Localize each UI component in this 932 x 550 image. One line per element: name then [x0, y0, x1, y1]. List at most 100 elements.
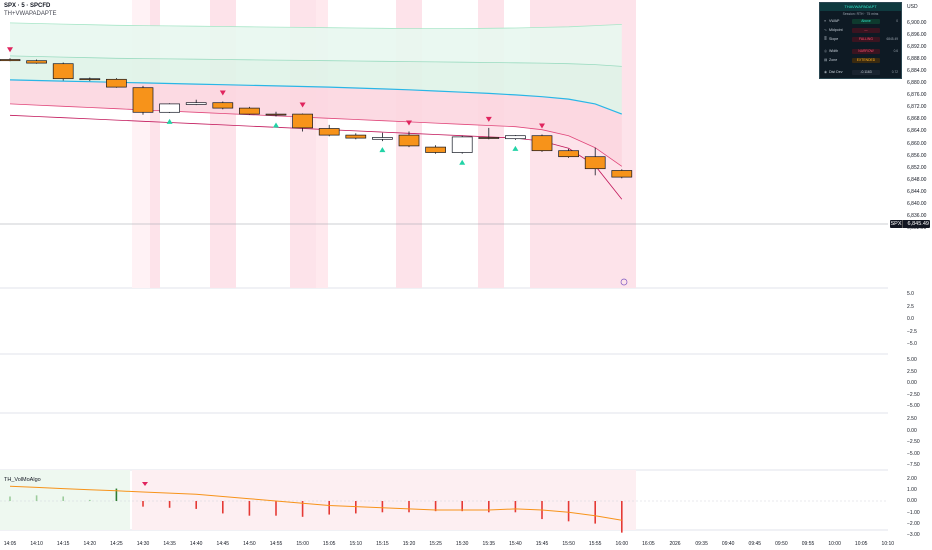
currency-label: USD: [907, 4, 918, 10]
upper-outer-line: [9, 22, 622, 29]
price-axis-label: 6,880.00: [907, 80, 927, 87]
time-axis-label: 14:35: [163, 541, 176, 547]
lower-band-line: [9, 103, 623, 167]
dashboard-row: ▤ Zone EXTENDED: [820, 56, 901, 65]
dashboard-row-extra: 0: [896, 19, 898, 23]
dashboard-row-label: Zone: [828, 58, 838, 62]
time-axis-label: 15:15: [376, 541, 389, 547]
time-axis-label: 10:00: [828, 541, 841, 547]
indicator-axis-label: 0.0: [907, 316, 914, 322]
time-axis-label: 14:30: [136, 541, 150, 547]
buy-signal-marker: [459, 159, 466, 165]
indicator-axis-label: −2.50: [907, 439, 920, 445]
dashboard-row-value: Above: [852, 19, 880, 24]
session-zone: [150, 0, 160, 288]
price-axis-label: 6,848.00: [907, 176, 927, 183]
candle: [26, 60, 47, 64]
sell-signal-marker: [485, 116, 492, 122]
time-axis-label: 15:00: [296, 541, 309, 547]
indicator-legend[interactable]: TH+VWAPADAPTE: [4, 11, 57, 17]
time-axis-label: 14:40: [189, 541, 203, 547]
price-axis-label: 6,844.00: [907, 188, 927, 195]
dashboard-title: THAVWAPADAPT: [820, 3, 901, 11]
sell-signal-marker: [406, 120, 412, 126]
candle: [558, 150, 579, 158]
time-axis-label: 15:40: [509, 541, 522, 547]
indicator-axis-label: −3.00: [907, 532, 920, 538]
candle: [584, 156, 606, 170]
time-axis-label: 14:05: [3, 541, 17, 547]
candle: [185, 102, 207, 105]
indicator-axis-label: −2.5: [907, 328, 917, 335]
dashboard-row-icon: ∿: [824, 28, 828, 32]
time-axis-label: 16:00: [615, 541, 629, 547]
candle: [106, 78, 127, 88]
volmo-zone: [0, 470, 130, 530]
time-axis-label: 16:05: [642, 541, 655, 547]
indicator-axis-label: −5.00: [907, 450, 920, 457]
price-axis-label: 6,868.00: [907, 116, 927, 123]
dashboard-row: ∿ Midpoint —: [820, 26, 901, 35]
indicator-axis-label: −7.50: [907, 462, 920, 468]
candle: [79, 78, 101, 81]
dashboard-row-icon: ◎: [824, 49, 828, 53]
dashboard-row-value: —: [852, 28, 880, 33]
dashboard-row: ◎ Width NARROW 0.6: [820, 47, 901, 56]
time-axis-label: 14:15: [56, 541, 70, 547]
price-axis-label: 6,836.00: [907, 212, 927, 219]
price-axis-label: 6,888.00: [907, 56, 927, 63]
volmo-signal-line: [9, 485, 622, 521]
dashboard-row: ◉ Dist Dev -0.1163 0.72: [820, 68, 901, 77]
dashboard-row-label: Width: [828, 49, 839, 53]
time-axis-label: 09:55: [801, 541, 815, 547]
indicator-axis-label: 2.00: [907, 476, 917, 482]
time-axis-label: 14:20: [83, 541, 97, 547]
sell-signal-marker: [539, 123, 545, 129]
dashboard-row-label: Slope: [828, 37, 839, 41]
buy-signal-marker: [273, 122, 279, 128]
time-axis-label: 15:55: [588, 541, 602, 547]
price-axis-label: 6,900.00: [907, 20, 927, 26]
last-price-symbol: SPX: [890, 220, 903, 228]
dashboard-row-icon: ≡: [824, 19, 827, 23]
dashboard-row-value: NARROW: [852, 49, 880, 54]
candle: [451, 136, 473, 153]
time-axis-label: 10:10: [881, 541, 895, 547]
price-axis-label: 6,892.00: [907, 44, 927, 51]
symbol-title[interactable]: SPX · 5 · SPCFD: [4, 3, 51, 9]
indicator-axis-label: −1.00: [907, 509, 920, 516]
sell-signal-marker: [7, 47, 13, 53]
price-axis-label: 6,856.00: [907, 152, 927, 159]
vwap-dashboard: THAVWAPADAPT Session: RTH · 75 mins ≡ VW…: [819, 2, 902, 79]
price-axis-label: 6,884.00: [907, 68, 927, 75]
dashboard-row-icon: ▤: [824, 58, 828, 62]
candle: [0, 59, 21, 62]
indicator-axis-label: −2.50: [907, 391, 920, 398]
upper-band-fill: [10, 22, 622, 67]
upper-inner-line: [9, 55, 622, 67]
indicator-axis-label: 5.0: [907, 291, 914, 297]
price-axis-label: 6,876.00: [907, 92, 927, 99]
candle: [318, 128, 340, 136]
time-axis-label: 09:35: [695, 541, 708, 547]
dashboard-subtitle: Session: RTH · 75 mins: [842, 12, 879, 16]
indicator-axis-label: 2.5: [907, 303, 914, 310]
indicator-axis-label: 2.50: [907, 368, 917, 375]
last-price-value: 6,845.49: [907, 221, 929, 227]
upper-inner-fill: [10, 55, 622, 115]
volmo-title[interactable]: TH_VolMoAlgo: [4, 477, 41, 483]
buy-signal-marker: [512, 145, 519, 151]
time-axis-label: 15:05: [322, 541, 336, 547]
dashboard-row-extra: 6845.49: [886, 37, 898, 41]
dashboard-row: ≣ Slope FALLING 6845.49: [820, 35, 901, 44]
time-axis-label: 2026: [669, 541, 681, 547]
dashboard-row-value: EXTENDED: [852, 58, 880, 63]
time-axis-label: 14:10: [30, 541, 43, 547]
indicator-axis-label: 5.00: [907, 357, 917, 363]
dashboard-row-value: -0.1163: [852, 70, 880, 75]
indicator-axis-label: 0.00: [907, 380, 917, 386]
candle: [611, 170, 633, 178]
buy-signal-marker: [379, 147, 386, 153]
price-axis-label: 6,852.00: [907, 164, 927, 171]
